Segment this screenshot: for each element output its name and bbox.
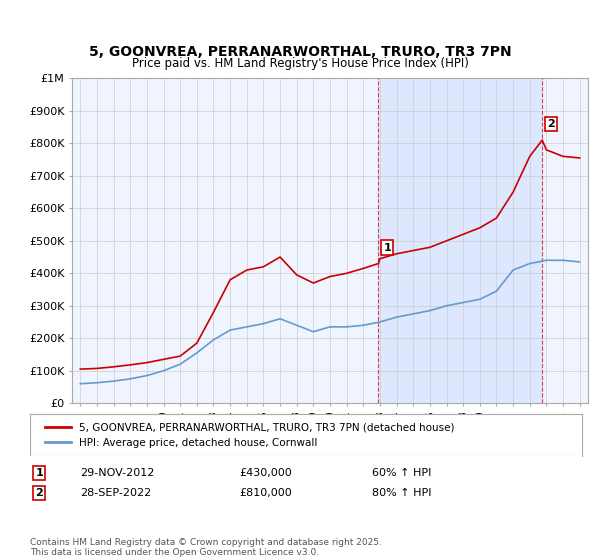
Text: 29-NOV-2012: 29-NOV-2012: [80, 468, 154, 478]
Text: £810,000: £810,000: [240, 488, 293, 498]
Text: £430,000: £430,000: [240, 468, 293, 478]
Text: 80% ↑ HPI: 80% ↑ HPI: [372, 488, 432, 498]
Legend: 5, GOONVREA, PERRANARWORTHAL, TRURO, TR3 7PN (detached house), HPI: Average pric: 5, GOONVREA, PERRANARWORTHAL, TRURO, TR3…: [41, 419, 459, 452]
Text: 60% ↑ HPI: 60% ↑ HPI: [372, 468, 431, 478]
Text: Contains HM Land Registry data © Crown copyright and database right 2025.
This d: Contains HM Land Registry data © Crown c…: [30, 538, 382, 557]
Text: 1: 1: [383, 242, 391, 253]
Bar: [379, 78, 542, 403]
Text: 2: 2: [547, 119, 555, 129]
Text: 5, GOONVREA, PERRANARWORTHAL, TRURO, TR3 7PN: 5, GOONVREA, PERRANARWORTHAL, TRURO, TR3…: [89, 45, 511, 59]
Text: 1: 1: [35, 468, 43, 478]
Text: Price paid vs. HM Land Registry's House Price Index (HPI): Price paid vs. HM Land Registry's House …: [131, 57, 469, 70]
Text: 2: 2: [35, 488, 43, 498]
Text: 28-SEP-2022: 28-SEP-2022: [80, 488, 151, 498]
